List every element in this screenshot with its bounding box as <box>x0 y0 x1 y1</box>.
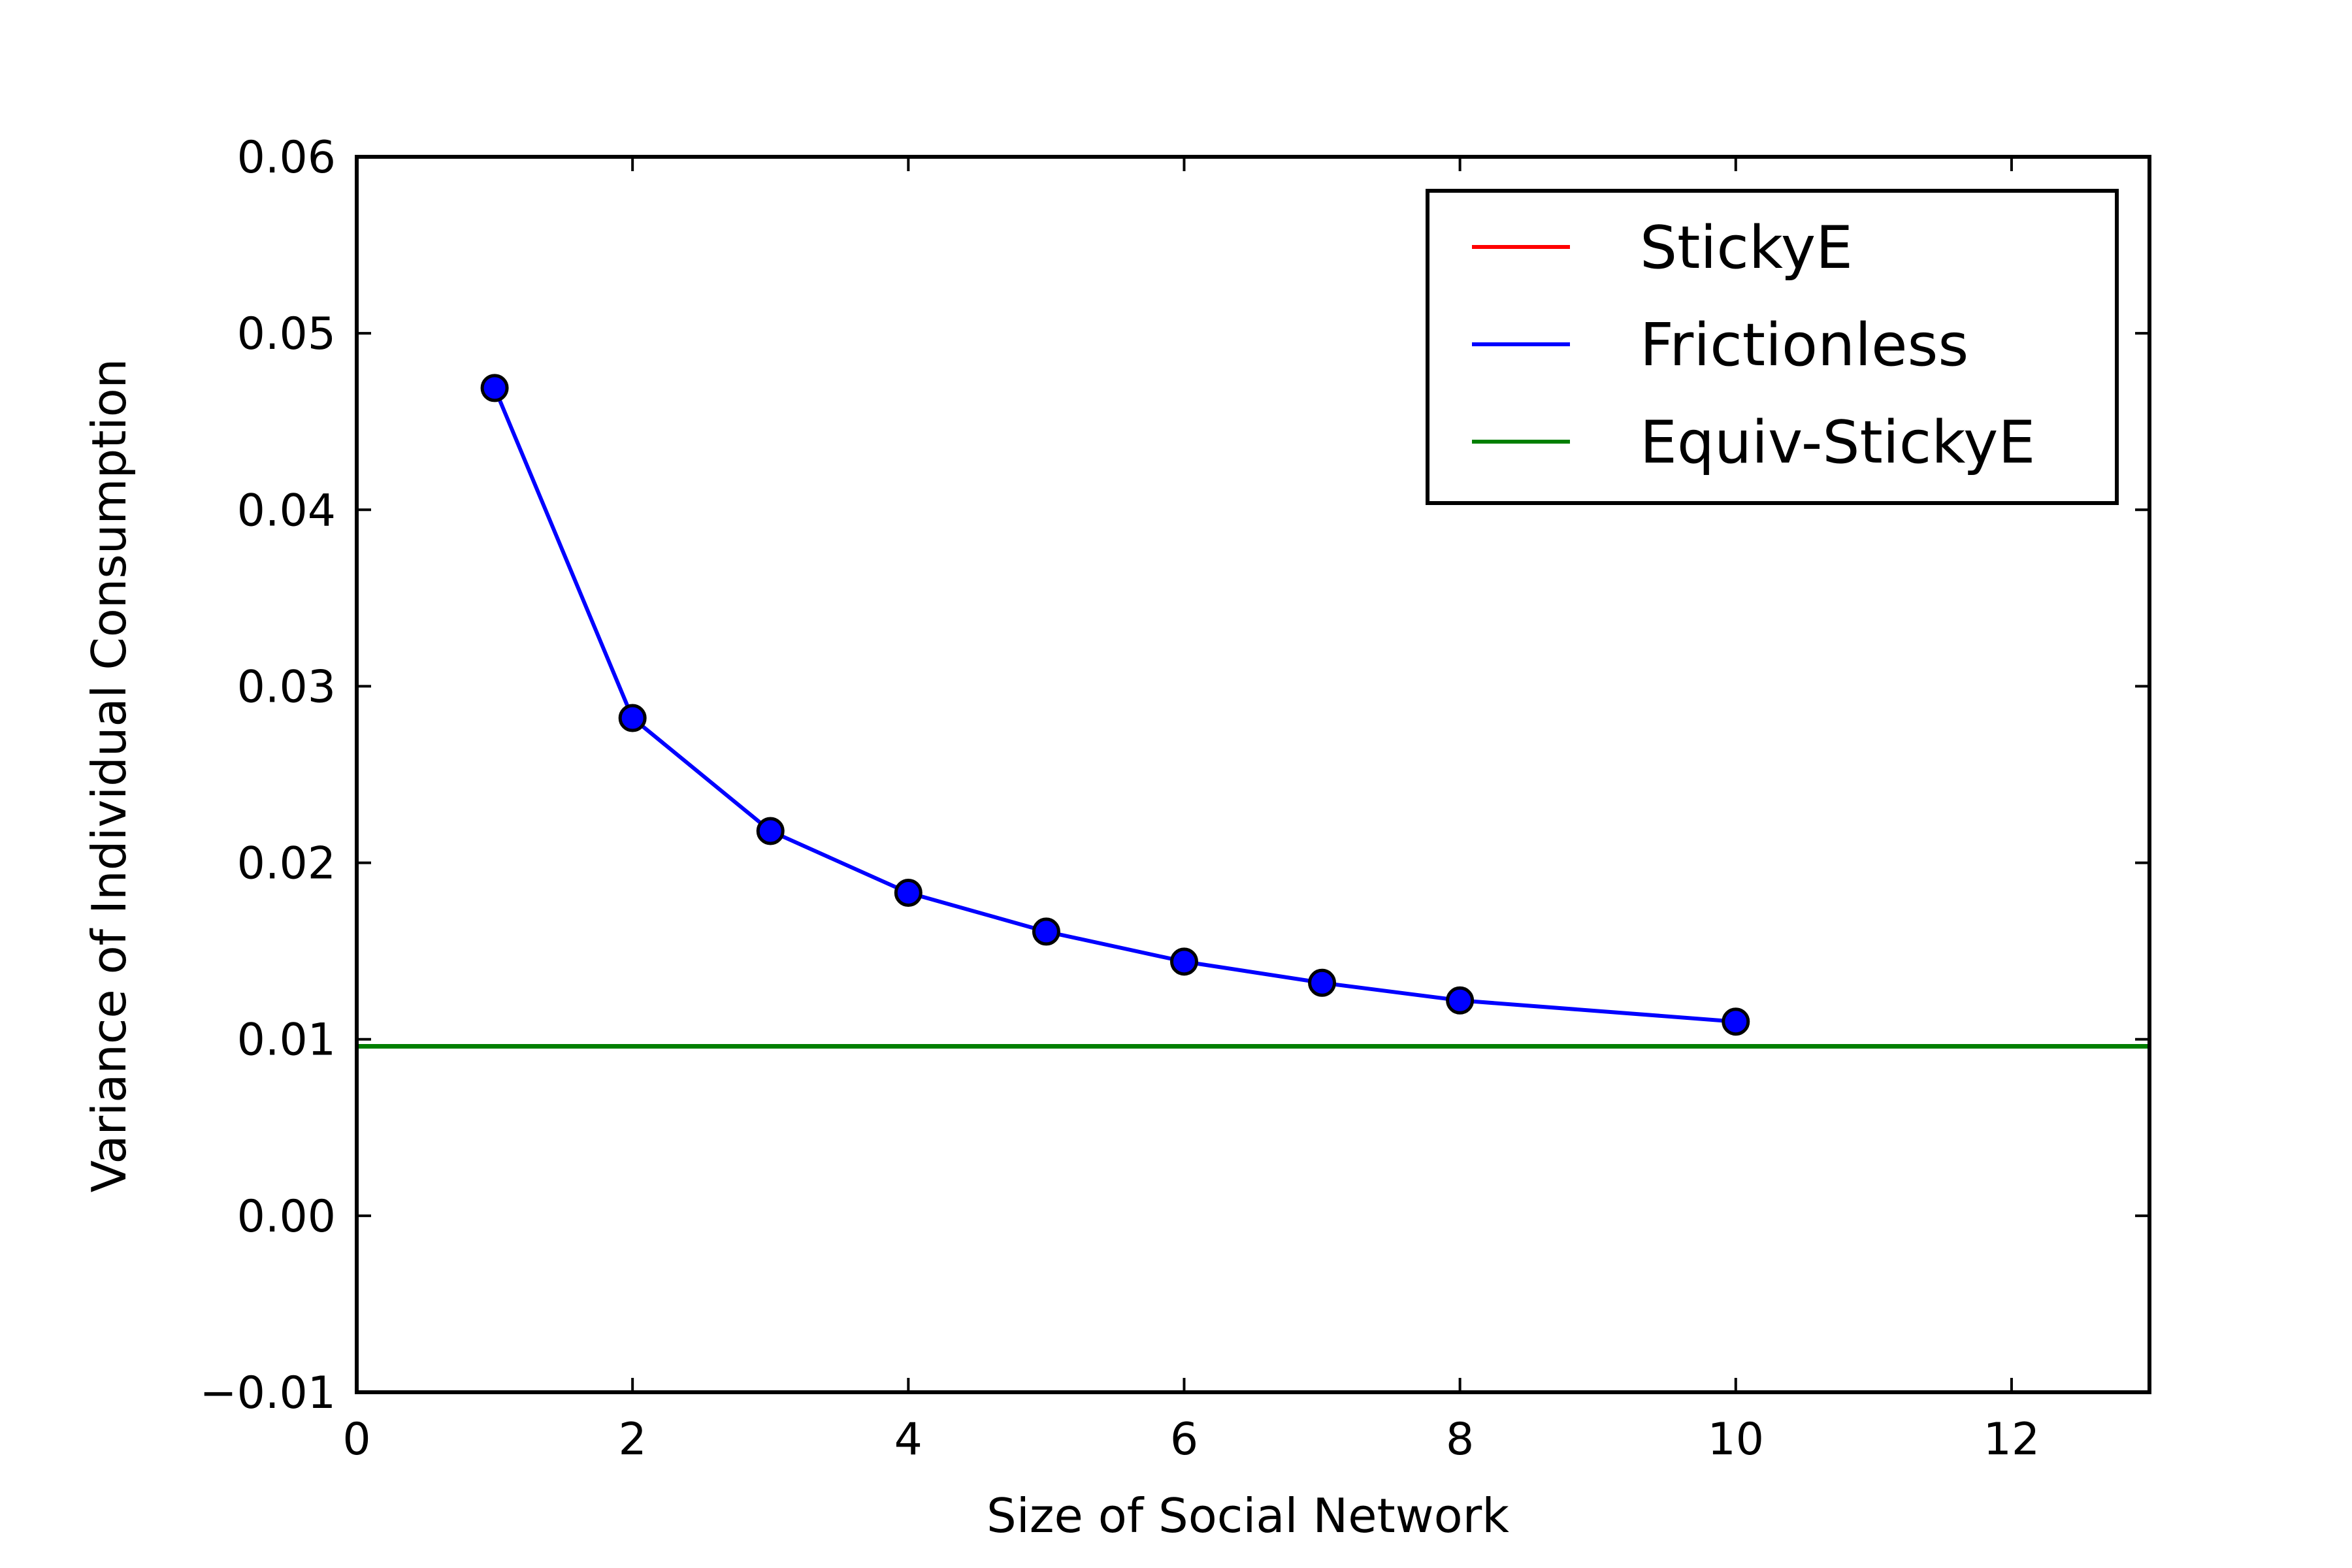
x-tick-label: 4 <box>894 1414 923 1465</box>
x-tick-label: 2 <box>619 1414 647 1465</box>
y-tick-label: 0.01 <box>237 1015 336 1066</box>
y-tick-label: 0.05 <box>237 308 336 360</box>
series-group <box>357 374 2149 1049</box>
x-tick-label: 12 <box>1984 1414 2040 1465</box>
data-point <box>1446 986 1475 1015</box>
x-tick-label: 10 <box>1708 1414 1765 1465</box>
x-tick-label: 6 <box>1170 1414 1198 1465</box>
y-tick-label: −0.01 <box>200 1367 336 1419</box>
plot-frame <box>355 155 2151 1394</box>
legend-label: Frictionless <box>1640 311 1968 380</box>
data-point <box>1722 1007 1750 1036</box>
legend: StickyE Frictionless Equiv-StickyE <box>1426 189 2119 505</box>
data-point <box>618 704 647 732</box>
x-tick-label: 0 <box>342 1414 370 1465</box>
y-tick-label: 0.06 <box>237 132 336 184</box>
data-point <box>894 878 923 907</box>
y-tick-label: 0.03 <box>237 661 336 713</box>
data-point <box>756 817 785 845</box>
legend-label: StickyE <box>1640 214 1853 282</box>
x-axis-label: Size of Social Network <box>987 1488 1509 1543</box>
x-tick-label: 8 <box>1446 1414 1474 1465</box>
legend-box <box>1426 189 2119 505</box>
data-point <box>1169 947 1198 976</box>
y-tick-label: 0.00 <box>237 1191 336 1243</box>
data-point <box>1308 968 1337 997</box>
data-point <box>1032 917 1060 946</box>
y-tick-label: 0.02 <box>237 838 336 890</box>
y-axis-label: Variance of Individual Consumption <box>82 359 137 1193</box>
y-tick-label: 0.04 <box>237 485 336 536</box>
data-point <box>480 374 509 402</box>
legend-label: Equiv-StickyE <box>1640 408 2035 477</box>
plot-area: 0 2 4 6 8 10 12 −0.01 0.00 0.01 0.02 0.03 0.04 0.05 0.… <box>200 132 2151 1465</box>
